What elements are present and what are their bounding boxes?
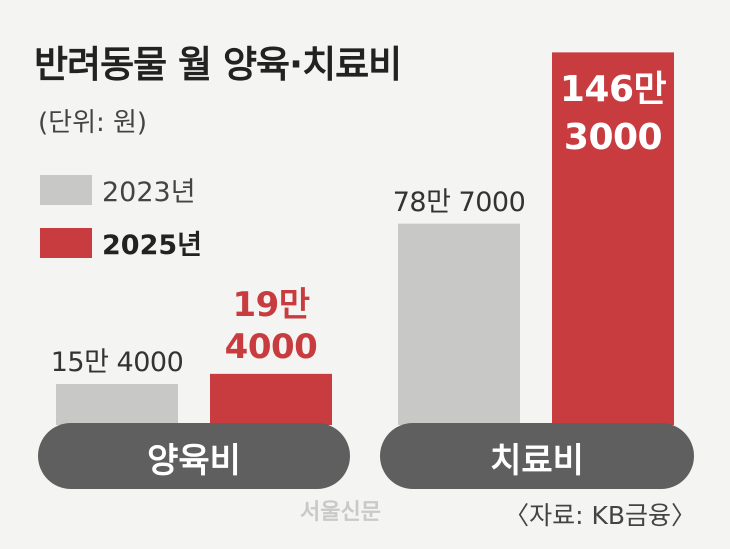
bar-2025-0 bbox=[210, 374, 332, 425]
source-note: 〈자료: KB금융〉 bbox=[504, 496, 696, 532]
unit-label: (단위: 원) bbox=[38, 102, 147, 139]
bar-2023-0 bbox=[56, 384, 178, 425]
bar-2023-1 bbox=[398, 224, 520, 425]
category-label-0: 양육비 bbox=[38, 433, 350, 482]
category-label-1: 치료비 bbox=[380, 433, 694, 482]
legend-label-2023: 2023년 bbox=[102, 170, 196, 209]
value-label-2025-0: 19만 4000 bbox=[210, 284, 332, 368]
legend-item-2025: 2025년 bbox=[40, 223, 202, 262]
legend-label-2025: 2025년 bbox=[102, 223, 202, 262]
publisher-logo: 서울신문 bbox=[300, 494, 381, 526]
value-label-2025-1: 146만 3000 bbox=[552, 66, 674, 162]
legend-swatch-2023 bbox=[40, 175, 92, 205]
value-label-2023-1: 78만 7000 bbox=[378, 180, 540, 219]
value-label-2023-0: 15만 4000 bbox=[36, 340, 198, 379]
chart-title: 반려동물 월 양육·치료비 bbox=[34, 34, 401, 88]
legend-swatch-2025 bbox=[40, 228, 92, 258]
legend-item-2023: 2023년 bbox=[40, 170, 196, 209]
